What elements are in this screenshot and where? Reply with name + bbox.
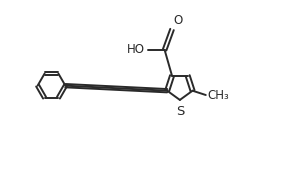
Text: S: S [176,105,184,118]
Text: O: O [173,14,182,27]
Text: HO: HO [127,43,145,56]
Text: CH₃: CH₃ [208,89,229,102]
